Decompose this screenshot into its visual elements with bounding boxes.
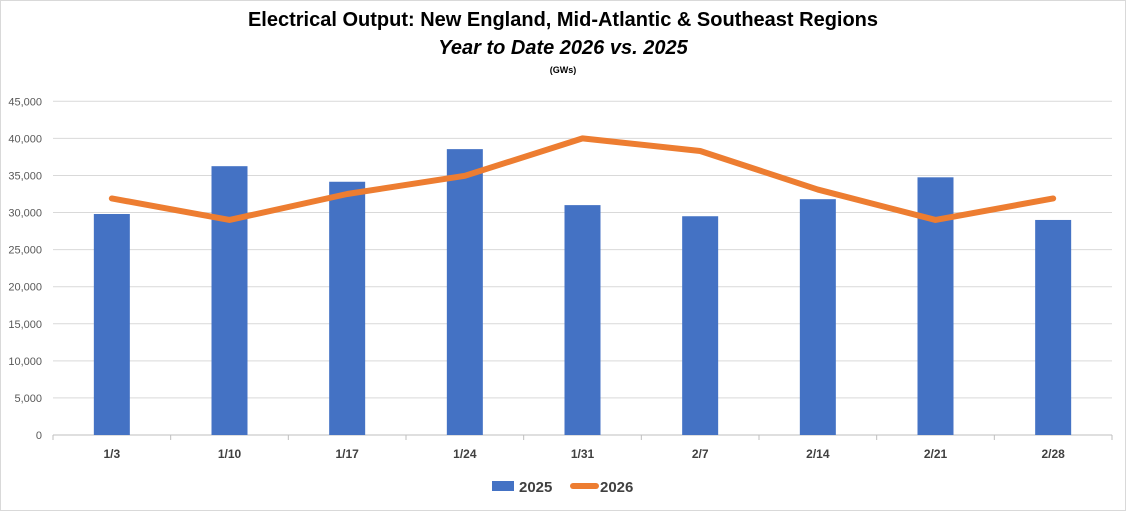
y-tick-label: 5,000: [14, 393, 42, 405]
chart-units: (GWs): [550, 65, 577, 75]
bar-2025-1-3: [93, 214, 130, 435]
x-tick-label: 1/24: [453, 447, 477, 461]
y-tick-label: 0: [36, 430, 42, 442]
y-tick-label: 45,000: [8, 96, 42, 108]
y-tick-label: 10,000: [8, 356, 42, 368]
x-tick-label: 1/3: [103, 447, 120, 461]
x-tick-label: 2/28: [1041, 447, 1065, 461]
bar-2025-1-17: [329, 181, 366, 435]
legend-label-2026: 2026: [600, 479, 633, 496]
bar-2025-1-24: [446, 149, 483, 435]
y-tick-label: 35,000: [8, 170, 42, 182]
x-tick-label: 2/7: [692, 447, 709, 461]
y-tick-label: 30,000: [8, 208, 42, 220]
bar-2025-2-14: [799, 199, 836, 435]
legend-label-2025: 2025: [519, 479, 552, 496]
y-tick-label: 15,000: [8, 319, 42, 331]
chart-subtitle: Year to Date 2026 vs. 2025: [438, 37, 688, 59]
y-tick-label: 40,000: [8, 133, 42, 145]
x-tick-label: 1/17: [335, 447, 359, 461]
y-tick-label: 25,000: [8, 245, 42, 257]
legend: 2025 2026: [492, 479, 633, 496]
x-tick-label: 1/31: [571, 447, 595, 461]
bar-2025-2-28: [1035, 219, 1072, 435]
bar-2025-2-7: [682, 216, 719, 435]
chart-title: Electrical Output: New England, Mid-Atla…: [248, 9, 878, 31]
legend-swatch-2025: [492, 481, 514, 491]
x-tick-label: 2/14: [806, 447, 830, 461]
x-tick-label: 2/21: [924, 447, 948, 461]
y-tick-label: 20,000: [8, 282, 42, 294]
bar-2025-1-10: [211, 166, 248, 436]
x-tick-label: 1/10: [218, 447, 242, 461]
bar-2025-1-31: [564, 205, 601, 435]
